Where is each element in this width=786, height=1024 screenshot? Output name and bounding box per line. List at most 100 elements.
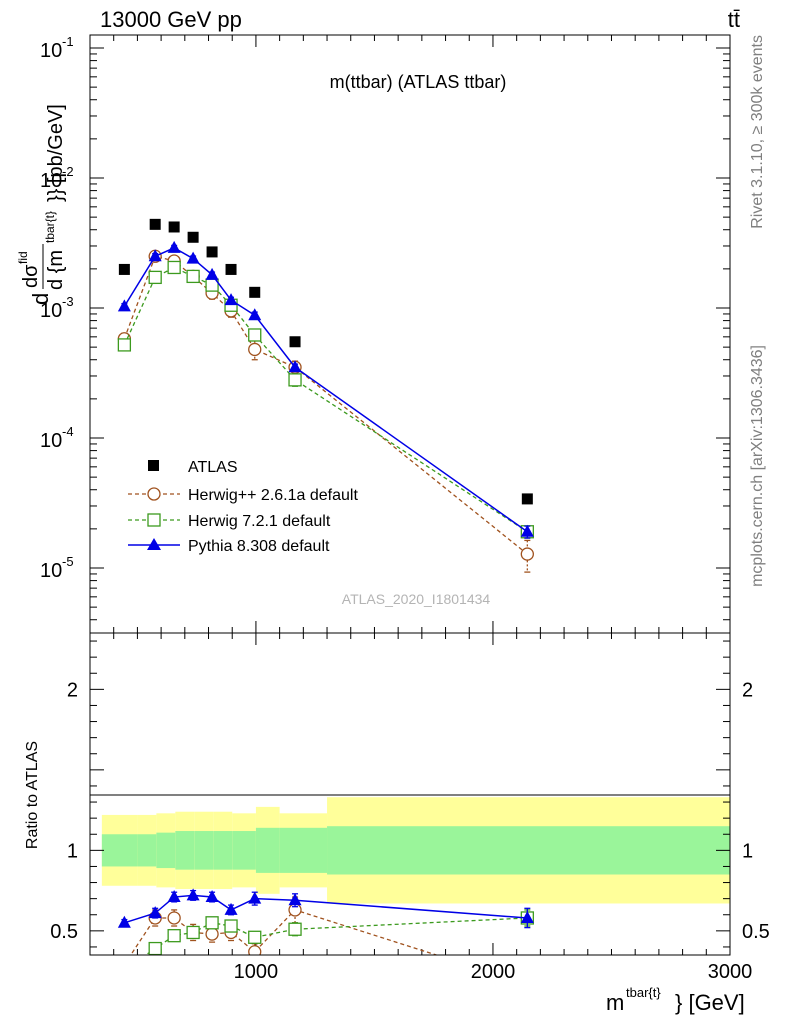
ratio-y-tick-label-right: 1 <box>742 840 753 862</box>
x-axis-label: m tbar{t} } [GeV] <box>606 985 745 1015</box>
herwig-2-6-1a-default-point <box>205 927 219 941</box>
main-y-axis-label: d dσ fid d {m tbar{t} }} [pb/GeV] <box>16 104 67 305</box>
herwig-2-6-1a-default-point <box>248 342 262 357</box>
energy-label: 13000 GeV pp <box>100 7 242 32</box>
y-tick-mantissa: 10 <box>40 300 62 322</box>
y-tick-mantissa: 10 <box>40 560 62 582</box>
herwig-7-2-1-default-point <box>288 922 302 936</box>
xlabel-end: } [GeV] <box>675 990 745 1015</box>
atlas-point <box>289 336 301 348</box>
x-tick-label: 3000 <box>708 961 753 983</box>
pythia-8-308-default-point <box>186 888 200 901</box>
rivet-label: Rivet 3.1.10, ≥ 300k events <box>749 35 766 229</box>
pythia-8-308-default-point <box>148 249 162 262</box>
atlas-point <box>206 246 218 258</box>
pythia-8-308-default-point <box>224 293 238 306</box>
y-tick-exponent: -2 <box>62 164 74 179</box>
y-tick-exponent: -4 <box>62 424 74 439</box>
legend-marker-herwig-pp <box>147 487 161 501</box>
ylabel-numerator: dσ <box>20 264 42 288</box>
main-y-tick-labels: 10-110-210-310-410-5 <box>40 34 74 582</box>
x-tick-label: 2000 <box>471 961 516 983</box>
herwig-7-2-1-default-point <box>288 373 302 387</box>
pythia-8-308-default-point <box>117 915 131 928</box>
atlas-point <box>118 263 130 275</box>
herwig-2-6-1a-default-point <box>248 945 262 955</box>
pythia-8-308-default-point <box>248 308 262 321</box>
ratio-y-tick-label-left: 0.5 <box>50 921 78 943</box>
ratio-y-tick-label-right: 0.5 <box>742 921 770 943</box>
main-plot-title: m(ttbar) (ATLAS ttbar) <box>330 72 507 92</box>
band-inner <box>175 831 195 870</box>
atlas-point <box>187 231 199 243</box>
atlas-point <box>149 218 161 230</box>
pythia-8-308-default-point <box>248 891 262 904</box>
herwig-2-6-1a-default-point <box>167 911 181 925</box>
pythia-8-308-default-point <box>205 890 219 903</box>
main-frame <box>89 34 731 634</box>
mcplots-label: mcplots.cern.ch [arXiv:1306.3436] <box>749 345 766 587</box>
legend-marker-pythia <box>147 538 161 550</box>
ratio-uncertainty-bands <box>101 797 730 904</box>
pythia-8-308-default-point <box>205 267 219 280</box>
pythia-8-308-default-point <box>520 524 534 537</box>
band-inner <box>101 834 138 867</box>
legend-label-herwig7: Herwig 7.2.1 default <box>188 513 331 530</box>
herwig-7-2-1-default-point <box>167 260 181 275</box>
band-inner <box>156 832 176 869</box>
watermark: ATLAS_2020_I1801434 <box>342 591 491 607</box>
pythia-8-308-default-point <box>117 299 131 312</box>
pythia-8-308-default-point <box>224 902 238 915</box>
legend-label-pythia: Pythia 8.308 default <box>188 538 330 555</box>
herwig-7-2-1-default-point <box>186 925 200 940</box>
ylabel-denominator-end: }} [pb/GeV] <box>45 104 67 202</box>
xlabel-sup: tbar{t} <box>626 985 661 1000</box>
ylabel-denominator-sub: tbar{t} <box>43 211 57 243</box>
pythia-8-308-default-point <box>148 906 162 919</box>
herwig-7-2-1-default-point <box>248 328 262 342</box>
atlas-point <box>249 286 261 298</box>
band-inner <box>279 827 328 873</box>
pythia-8-308-default-point <box>288 893 302 906</box>
pythia-8-308-default-point <box>167 890 181 903</box>
y-tick-label: 10 -4 <box>40 424 74 452</box>
main-data-marks <box>117 218 534 573</box>
xlabel-main: m <box>606 990 624 1015</box>
ratio-axis-ticks <box>90 633 731 955</box>
legend: ATLAS Herwig++ 2.6.1a default Herwig 7.2… <box>128 459 358 555</box>
band-inner <box>213 831 233 870</box>
legend-marker-herwig7 <box>147 513 161 527</box>
main-axis-ticks <box>90 35 731 633</box>
band-inner <box>232 831 256 870</box>
y-tick-exponent: -1 <box>62 34 74 49</box>
atlas-point <box>168 221 180 233</box>
herwig-2-6-1a-default-line <box>129 909 439 955</box>
herwig-7-2-1-default-point <box>118 963 130 975</box>
herwig-7-2-1-default-point <box>224 919 238 933</box>
ylabel-denominator: d {m <box>45 250 67 290</box>
pythia-8-308-default-point <box>167 240 181 253</box>
y-tick-label: 10 -5 <box>40 554 74 582</box>
y-tick-mantissa: 10 <box>40 170 62 192</box>
ratio-y-tick-label-left: 2 <box>67 679 78 701</box>
ratio-y-axis-label: Ratio to ATLAS <box>24 741 41 849</box>
herwig-7-2-1-default-line <box>144 917 528 955</box>
herwig-2-6-1a-default-point <box>520 547 534 561</box>
process-label: tt̄ <box>728 7 740 32</box>
herwig-7-2-1-default-point <box>186 269 200 284</box>
y-tick-label: 10 -3 <box>40 294 74 322</box>
herwig-2-6-1a-default-point <box>118 959 130 971</box>
main-panel: m(ttbar) (ATLAS ttbar) ATLAS_2020_I18014… <box>16 34 731 634</box>
ylabel-numerator-sup: fid <box>16 251 30 264</box>
herwig-2-6-1a-default-point <box>521 978 533 990</box>
herwig-7-2-1-default-point <box>248 930 262 944</box>
y-tick-mantissa: 10 <box>40 430 62 452</box>
herwig-7-2-1-default-point <box>167 929 181 943</box>
band-inner <box>194 831 214 870</box>
legend-label-herwig-pp: Herwig++ 2.6.1a default <box>188 487 358 504</box>
ratio-panel: 0.5 0.5 1 1 2 2 Ratio to ATLAS 1000 2000 3000 m… <box>24 632 770 1015</box>
herwig-7-2-1-default-point <box>148 941 162 955</box>
ylabel-prefix: d <box>28 293 53 305</box>
ratio-data-marks <box>117 888 534 990</box>
